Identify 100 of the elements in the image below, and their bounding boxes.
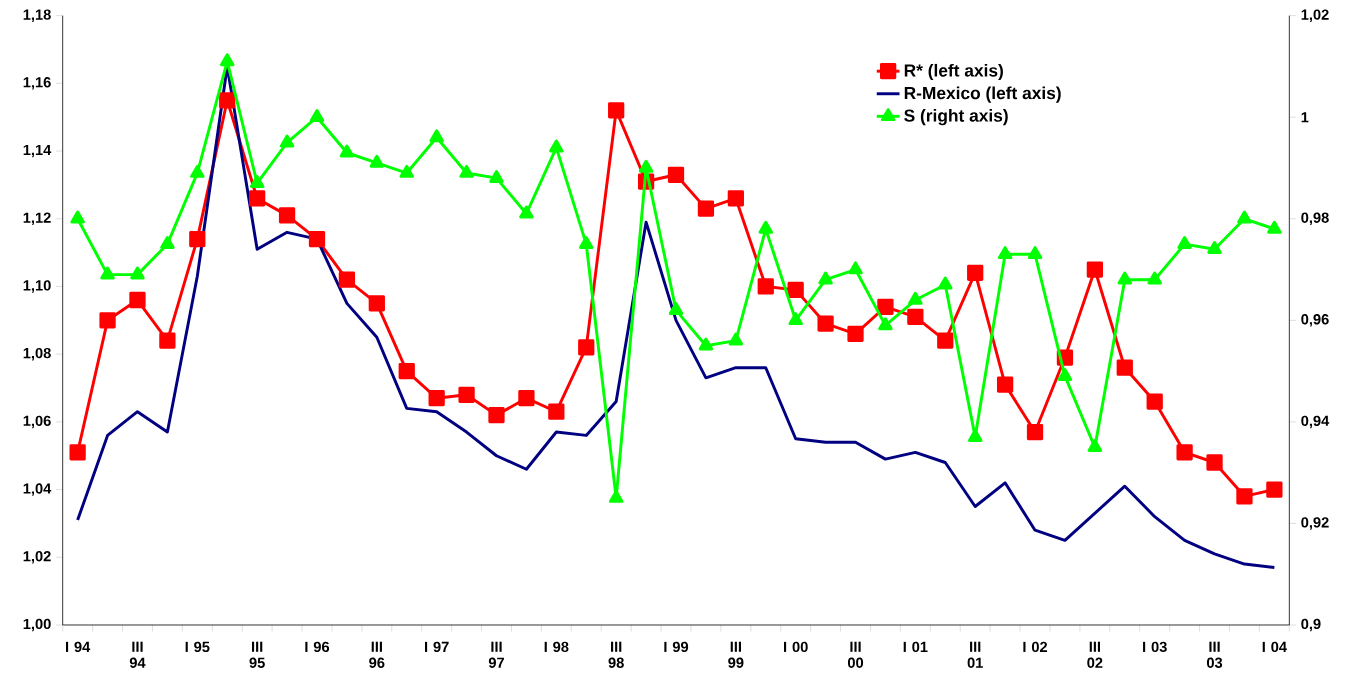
x-tick-label: III 00: [847, 641, 864, 668]
point: [399, 164, 414, 178]
y2-tick-label: 1: [1301, 112, 1309, 123]
y-tick-label: 1,08: [23, 347, 51, 361]
point: [1116, 359, 1133, 376]
point: [1146, 393, 1163, 410]
x-tick-label: III 01: [967, 641, 983, 668]
point: [697, 200, 715, 217]
point: [1117, 271, 1133, 285]
y-tick-label: 1,06: [23, 415, 51, 429]
point: [967, 264, 984, 282]
point: [608, 102, 625, 119]
point: [190, 164, 205, 178]
point: [579, 236, 594, 249]
point: [368, 295, 385, 312]
point: [1027, 246, 1043, 260]
point: [458, 386, 475, 403]
point: [549, 139, 564, 153]
point: [996, 376, 1014, 393]
point: [578, 339, 595, 356]
point: [1237, 210, 1252, 224]
x-tick-label: I 99: [664, 641, 689, 653]
point: [938, 276, 953, 290]
y-tick-label: 1,04: [23, 483, 52, 496]
point: [249, 175, 265, 189]
x-tick-label: III 94: [129, 641, 146, 668]
point: [818, 271, 833, 285]
point: [519, 205, 534, 219]
point: [878, 317, 893, 331]
legend-label: R* (left axis): [904, 63, 1003, 81]
point: [129, 291, 146, 309]
point: [727, 190, 744, 207]
point: [130, 266, 145, 280]
point: [907, 308, 924, 326]
point: [339, 144, 355, 158]
point: [279, 134, 295, 148]
point: [548, 403, 565, 420]
point: [249, 190, 266, 207]
x-tick-label: I 98: [544, 641, 569, 653]
point: [698, 337, 714, 351]
y-tick-label: 1,10: [23, 280, 51, 293]
point: [1176, 444, 1193, 461]
legend-label: S (right axis): [904, 109, 1008, 126]
point: [189, 230, 206, 248]
point: [908, 291, 923, 305]
point: [338, 271, 356, 288]
x-tick-label: III 03: [1206, 641, 1223, 668]
point: [1207, 241, 1222, 255]
y2-tick-label: 0,9: [1301, 618, 1321, 632]
x-tick-label: I 02: [1023, 641, 1048, 653]
y-tick-label: 1,00: [23, 618, 51, 632]
point: [309, 109, 325, 123]
point: [1206, 454, 1223, 471]
x-tick-label: I 94: [65, 641, 91, 653]
point: [1267, 220, 1282, 234]
point: [369, 154, 385, 168]
x-tick-label: I 96: [305, 641, 330, 653]
y2-tick-label: 0,96: [1301, 314, 1329, 327]
point: [518, 390, 535, 407]
point: [99, 312, 116, 329]
x-tick-label: I 00: [784, 641, 808, 653]
point: [788, 312, 803, 326]
point: [877, 298, 894, 315]
point: [459, 164, 474, 178]
point: [1147, 271, 1162, 285]
y2-tick-label: 0,94: [1301, 415, 1330, 429]
point: [997, 246, 1013, 260]
point: [728, 332, 744, 346]
point: [308, 230, 326, 248]
y-tick-label: 1,02: [23, 551, 51, 564]
point: [1026, 423, 1044, 441]
point: [219, 92, 236, 109]
point: [428, 390, 445, 407]
point: [638, 159, 654, 173]
x-tick-label: I 03: [1143, 641, 1167, 653]
x-tick-label: I 97: [425, 641, 449, 653]
point: [787, 281, 804, 298]
point: [1057, 368, 1073, 381]
y2-tick-label: 0,98: [1301, 212, 1329, 226]
point: [488, 406, 505, 424]
point: [1177, 236, 1192, 249]
y2-tick-label: 0,92: [1301, 517, 1329, 530]
x-tick-label: III 98: [608, 641, 624, 668]
point: [1087, 439, 1103, 453]
point: [278, 207, 296, 224]
x-tick-label: III 96: [369, 641, 385, 668]
point: [848, 261, 863, 275]
point: [70, 210, 85, 224]
x-tick-label: III 02: [1087, 641, 1103, 668]
point: [159, 332, 176, 349]
point: [429, 129, 444, 143]
y-tick-label: 1,12: [23, 212, 51, 226]
point: [1236, 488, 1253, 505]
point: [100, 266, 115, 280]
point: [668, 302, 684, 315]
point: [937, 332, 954, 349]
x-tick-label: III 95: [249, 641, 265, 668]
point: [758, 220, 774, 234]
point: [489, 170, 504, 183]
x-tick-label: III 99: [728, 641, 744, 668]
